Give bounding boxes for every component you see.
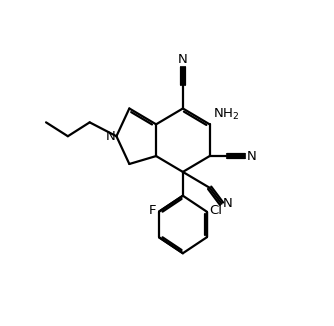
Text: N: N	[222, 197, 232, 210]
Text: Cl: Cl	[210, 204, 223, 217]
Text: N: N	[106, 130, 116, 143]
Text: N: N	[178, 53, 188, 66]
Text: F: F	[149, 204, 156, 217]
Text: N: N	[246, 150, 256, 163]
Text: NH$_2$: NH$_2$	[213, 107, 239, 122]
